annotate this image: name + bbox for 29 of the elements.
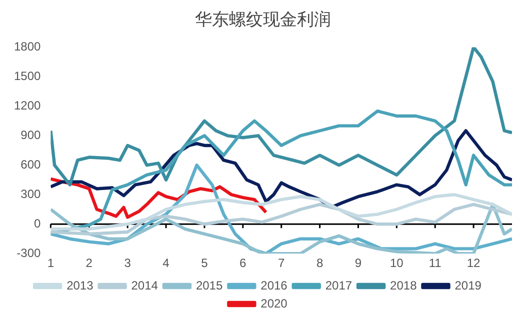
legend-label: 2016	[260, 278, 288, 292]
x-tick-label: 12	[466, 256, 481, 270]
legend-label: 2014	[131, 278, 158, 292]
legend-label: 2020	[260, 296, 288, 310]
x-tick-label: 2	[86, 256, 93, 270]
legend-label: 2013	[66, 278, 94, 292]
y-tick-label: 1800	[14, 40, 42, 54]
chart-title: 华东螺纹现金利润	[194, 9, 332, 31]
x-tick-label: 7	[278, 256, 286, 270]
x-tick-label: 3	[124, 256, 132, 270]
x-tick-label: 1	[47, 256, 54, 270]
y-tick-label: 300	[20, 186, 42, 201]
x-tick-label: 8	[316, 256, 324, 270]
legend-label: 2018	[390, 278, 418, 292]
x-tick-label: 11	[428, 256, 442, 270]
x-tick-label: 9	[354, 256, 362, 270]
y-tick-label: 600	[20, 157, 42, 172]
y-tick-label: -300	[16, 246, 42, 260]
y-tick-label: 1500	[14, 69, 42, 83]
y-tick-label: 900	[20, 128, 42, 142]
x-tick-label: 6	[240, 256, 247, 270]
x-tick-label: 4	[162, 256, 170, 270]
legend-label: 2017	[325, 278, 352, 292]
legend-label: 2019	[454, 278, 482, 292]
y-tick-label: 0	[34, 216, 42, 230]
x-tick-label: 5	[201, 256, 208, 270]
legend-label: 2015	[196, 278, 223, 292]
y-tick-label: 1200	[14, 98, 42, 112]
x-tick-label: 10	[390, 256, 404, 270]
